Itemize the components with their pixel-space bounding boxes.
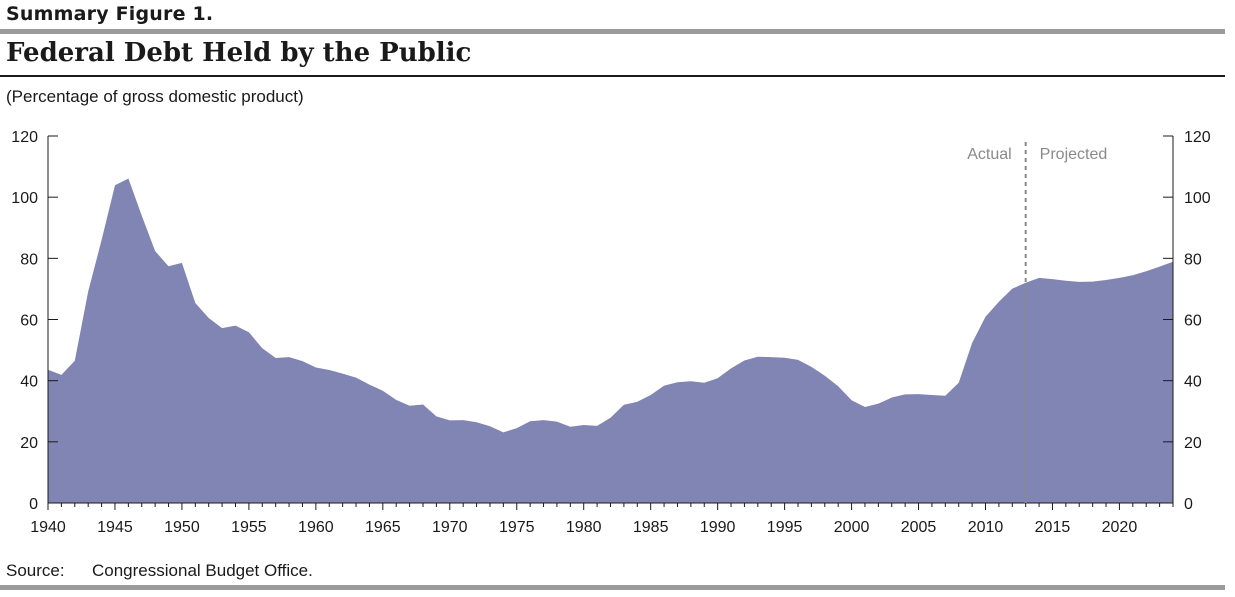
y-tick-label-right: 80 xyxy=(1184,251,1202,268)
x-tick-label: 1975 xyxy=(499,519,535,536)
x-tick-label: 1965 xyxy=(365,519,401,536)
debt-area xyxy=(48,178,1173,503)
x-tick-label: 2015 xyxy=(1035,519,1071,536)
y-tick-label-right: 20 xyxy=(1184,435,1202,452)
x-tick-label: 1945 xyxy=(97,519,133,536)
source-label: Source: xyxy=(6,561,65,580)
y-tick-label-right: 120 xyxy=(1184,129,1211,146)
x-tick-label: 1990 xyxy=(700,519,736,536)
x-tick-label: 1995 xyxy=(767,519,803,536)
footer-rule xyxy=(0,585,1225,590)
x-tick-label: 1960 xyxy=(298,519,334,536)
y-tick-label-right: 60 xyxy=(1184,313,1202,330)
y-tick-label-left: 40 xyxy=(20,374,38,391)
x-tick-label: 1985 xyxy=(633,519,669,536)
x-tick-label: 1970 xyxy=(432,519,468,536)
x-tick-label: 1940 xyxy=(30,519,66,536)
y-tick-label-left: 20 xyxy=(20,435,38,452)
y-tick-label-right: 0 xyxy=(1184,496,1193,513)
chart-subtitle: (Percentage of gross domestic product) xyxy=(6,87,304,106)
x-tick-label: 2000 xyxy=(834,519,870,536)
x-tick-label: 1980 xyxy=(566,519,602,536)
y-tick-label-left: 120 xyxy=(11,129,38,146)
projected-label: Projected xyxy=(1040,146,1108,163)
x-tick-label: 1950 xyxy=(164,519,200,536)
actual-label: Actual xyxy=(967,146,1011,163)
source-note: Source: Congressional Budget Office. xyxy=(6,561,313,581)
y-tick-label-left: 0 xyxy=(29,496,38,513)
y-tick-label-left: 100 xyxy=(11,190,38,207)
x-tick-label: 1955 xyxy=(231,519,267,536)
y-tick-label-right: 40 xyxy=(1184,374,1202,391)
x-tick-label: 2020 xyxy=(1102,519,1138,536)
x-tick-label: 2005 xyxy=(901,519,937,536)
figure-label: Summary Figure 1. xyxy=(6,3,214,25)
source-value: Congressional Budget Office. xyxy=(92,561,313,580)
header-rule xyxy=(0,29,1225,34)
title-rule xyxy=(0,75,1225,77)
y-tick-label-left: 60 xyxy=(20,313,38,330)
x-tick-label: 2010 xyxy=(968,519,1004,536)
chart-title: Federal Debt Held by the Public xyxy=(6,38,472,68)
y-tick-label-right: 100 xyxy=(1184,190,1211,207)
y-tick-label-left: 80 xyxy=(20,251,38,268)
